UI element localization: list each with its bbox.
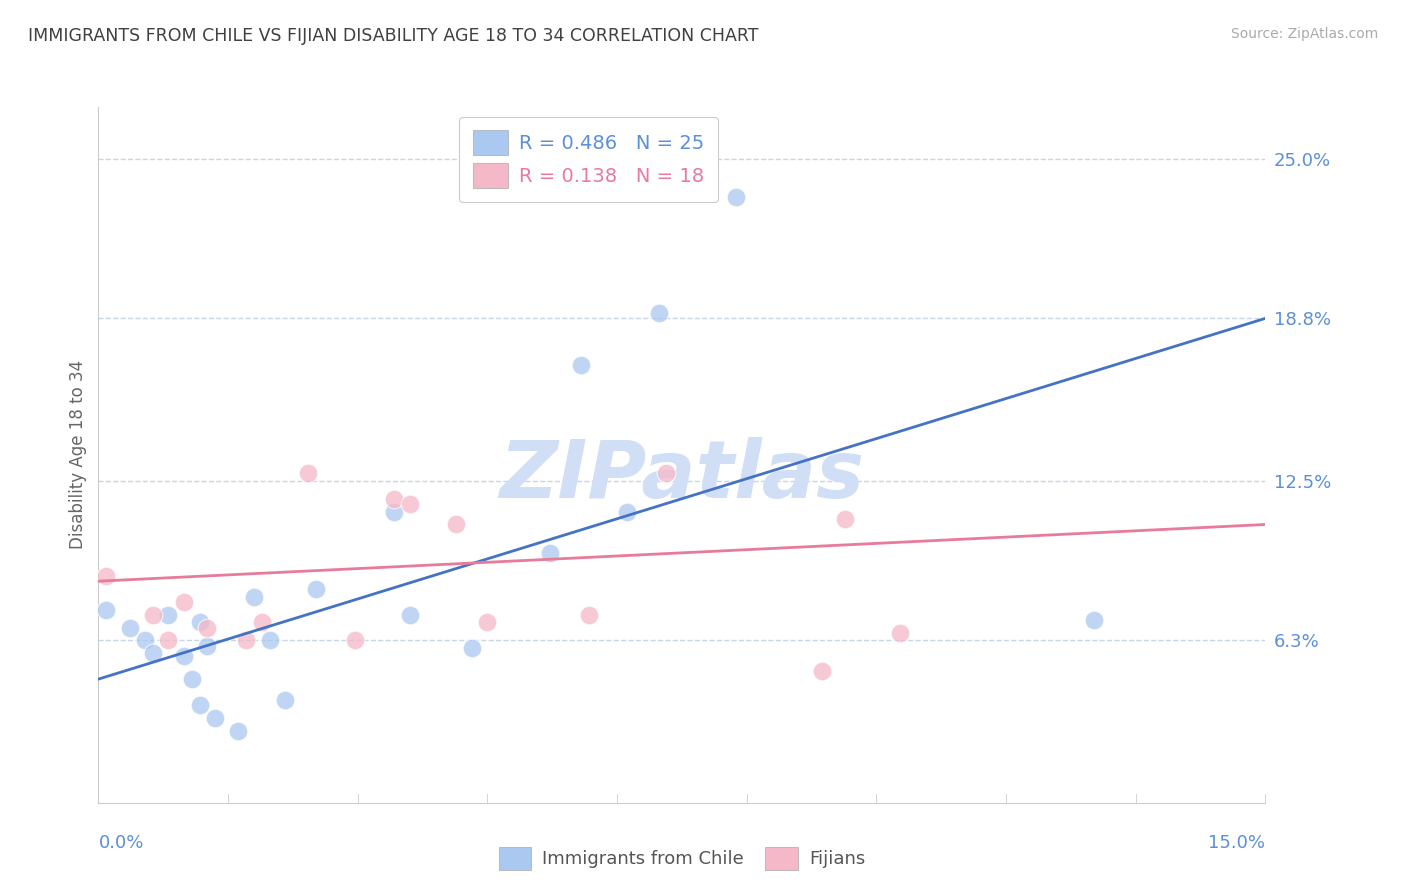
Point: [142, 607, 165, 622]
Point: [446, 517, 468, 532]
Point: [195, 621, 218, 635]
Text: 0.0%: 0.0%: [98, 834, 143, 852]
Point: [228, 723, 250, 738]
Point: [477, 615, 499, 630]
Point: [188, 698, 211, 712]
Point: [578, 607, 600, 622]
Point: [616, 505, 638, 519]
Text: ZIPatlas: ZIPatlas: [499, 437, 865, 515]
Point: [811, 665, 834, 679]
Point: [157, 607, 180, 622]
Point: [569, 358, 592, 372]
Point: [382, 491, 405, 506]
Point: [188, 615, 211, 630]
Point: [96, 569, 118, 583]
Point: [134, 633, 156, 648]
Point: [889, 625, 911, 640]
Point: [96, 602, 118, 616]
Point: [274, 692, 297, 706]
Point: [647, 306, 669, 320]
Point: [655, 466, 678, 480]
Point: [204, 711, 226, 725]
Point: [157, 633, 180, 648]
Point: [382, 505, 405, 519]
Point: [243, 590, 266, 604]
Point: [173, 595, 195, 609]
Point: [195, 639, 218, 653]
Point: [235, 633, 257, 648]
Y-axis label: Disability Age 18 to 34: Disability Age 18 to 34: [69, 360, 87, 549]
Point: [538, 546, 561, 560]
Point: [297, 466, 319, 480]
Point: [1083, 613, 1105, 627]
Point: [118, 621, 141, 635]
Point: [834, 512, 856, 526]
Point: [725, 190, 748, 204]
Point: [305, 582, 328, 596]
Text: IMMIGRANTS FROM CHILE VS FIJIAN DISABILITY AGE 18 TO 34 CORRELATION CHART: IMMIGRANTS FROM CHILE VS FIJIAN DISABILI…: [28, 27, 759, 45]
Text: 15.0%: 15.0%: [1208, 834, 1265, 852]
Point: [142, 646, 165, 660]
Point: [250, 615, 273, 630]
Point: [173, 648, 195, 663]
Text: Source: ZipAtlas.com: Source: ZipAtlas.com: [1230, 27, 1378, 41]
Point: [398, 497, 420, 511]
Point: [398, 607, 420, 622]
Point: [180, 672, 202, 686]
Point: [344, 633, 367, 648]
Legend: Immigrants from Chile, Fijians: Immigrants from Chile, Fijians: [492, 839, 872, 877]
Point: [461, 641, 484, 656]
Point: [259, 633, 281, 648]
